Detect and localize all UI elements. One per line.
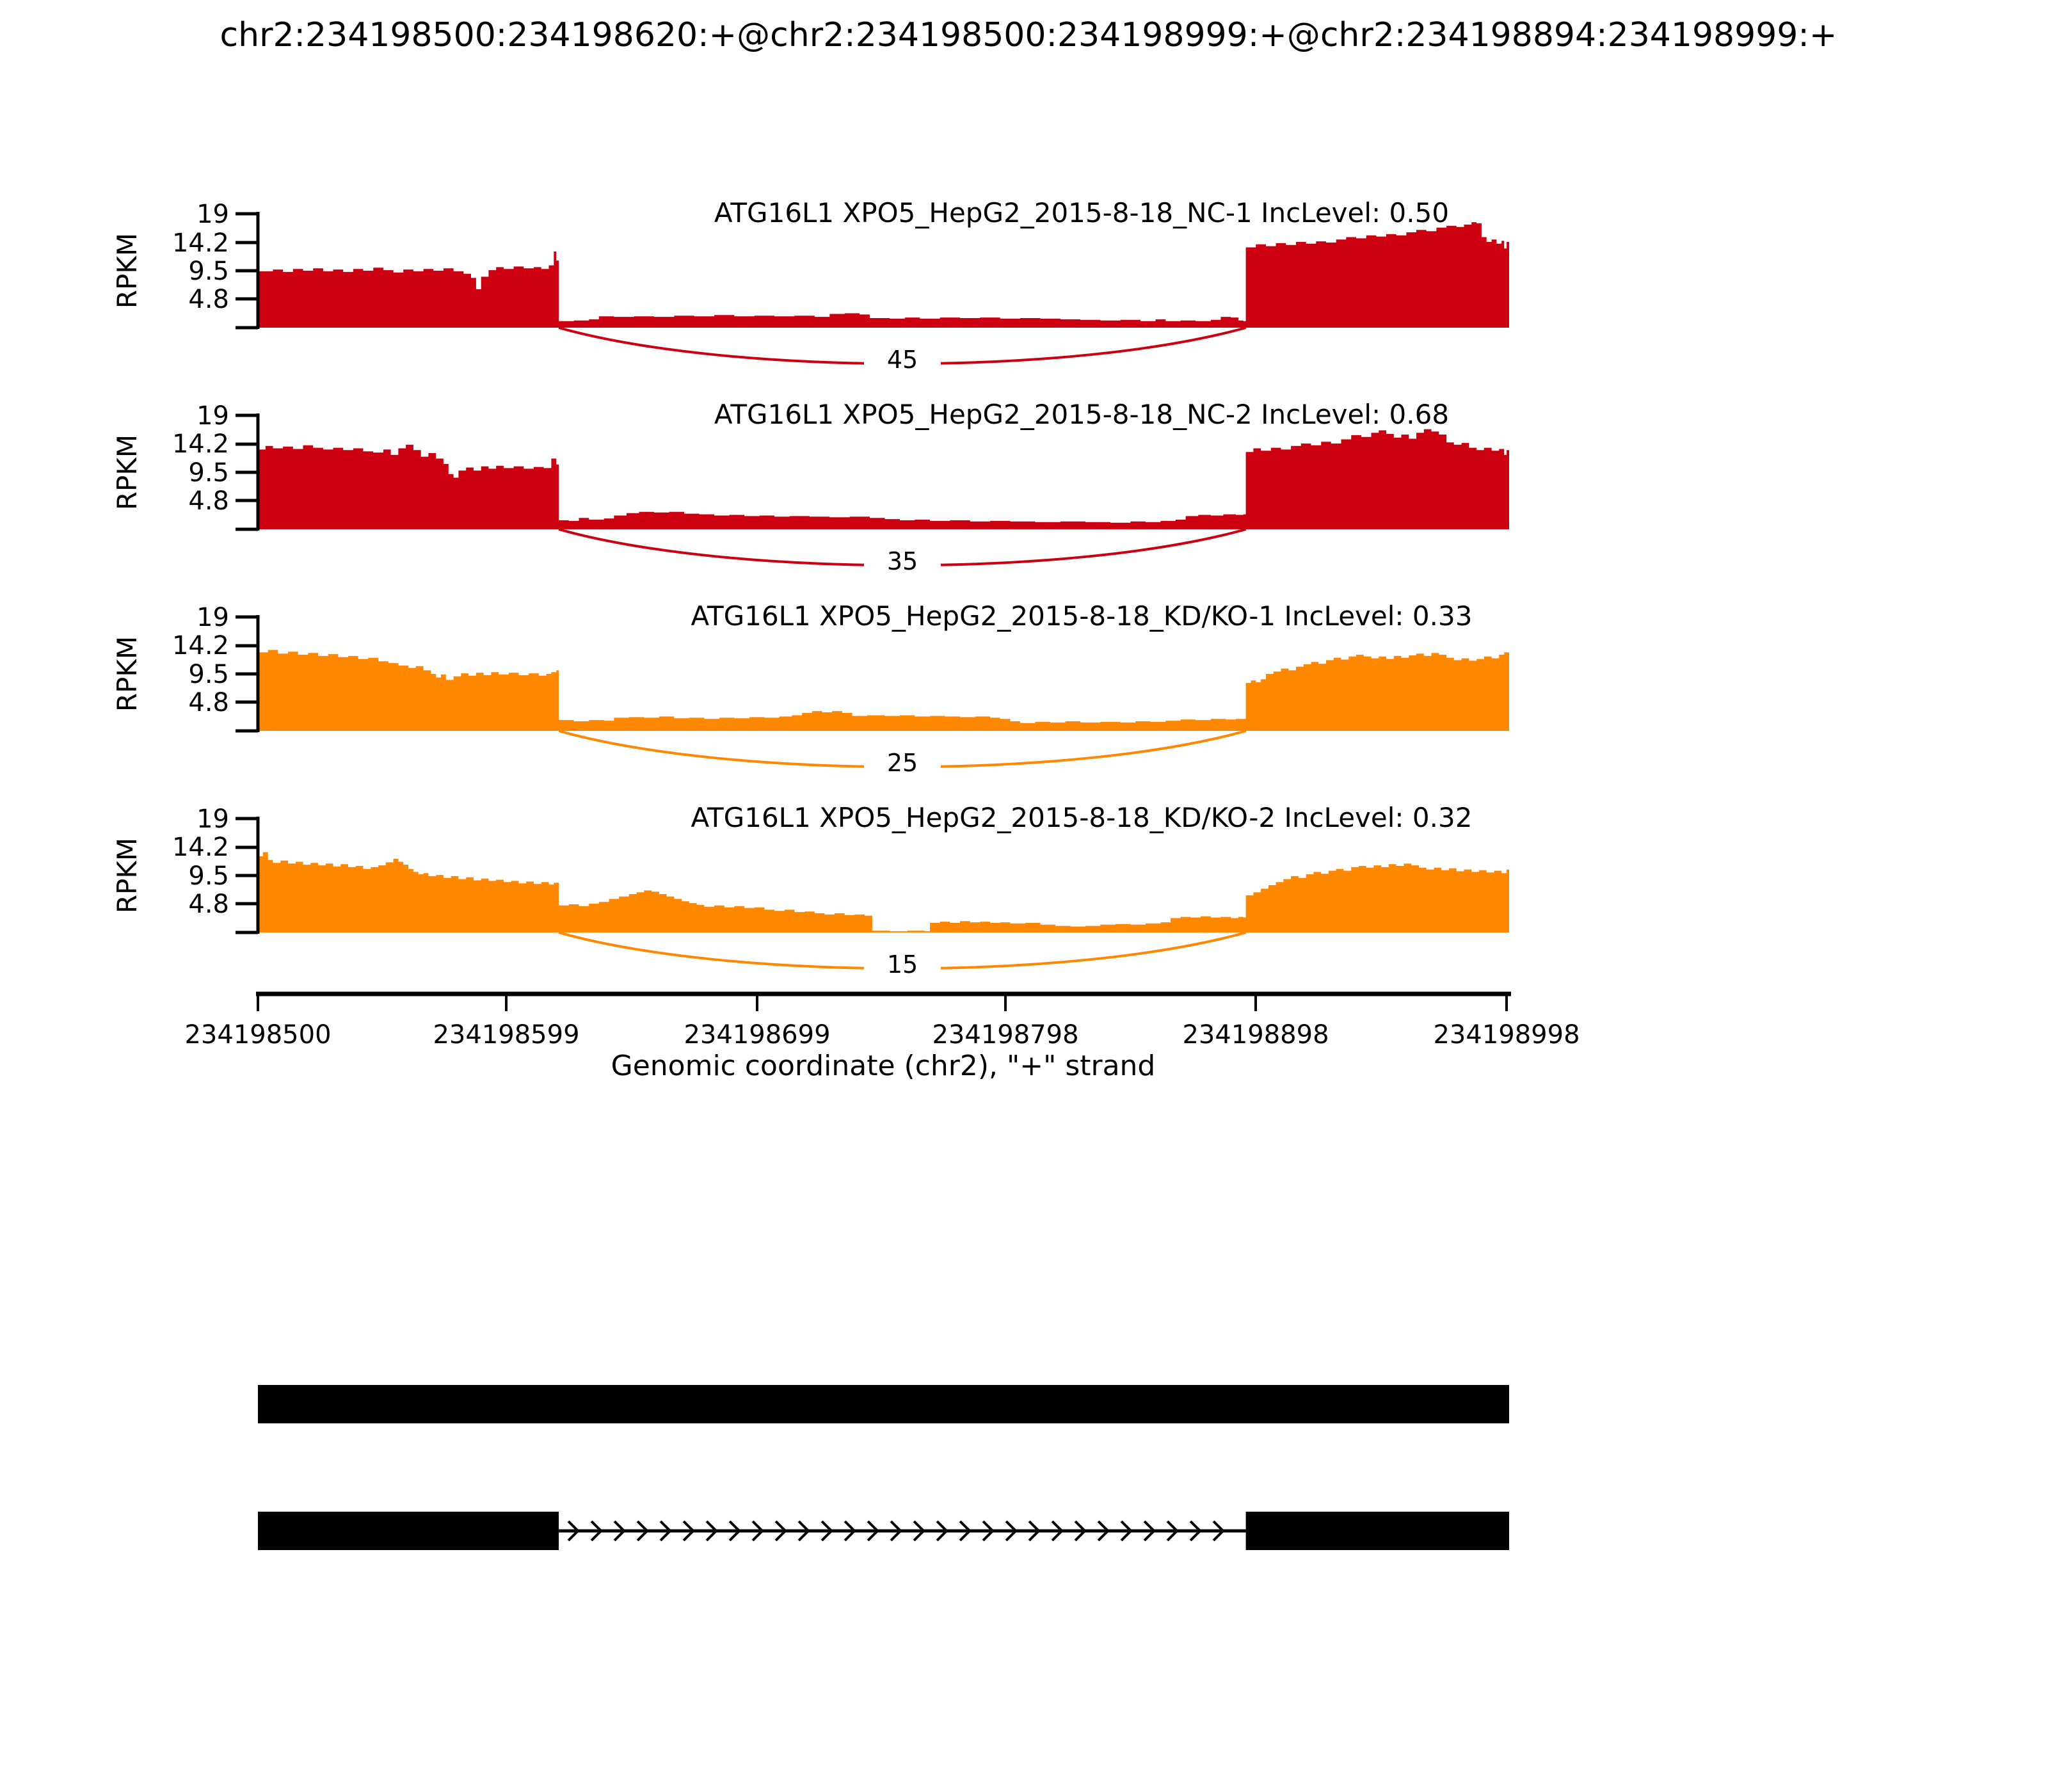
junction-count-bg xyxy=(864,952,941,980)
junction-count-bg xyxy=(864,347,941,375)
inclusion-isoform-exon xyxy=(258,1385,1509,1423)
y-tick-label: 19 xyxy=(196,200,229,229)
track-title: ATG16L1 XPO5_HepG2_2015-8-18_KD/KO-1 Inc… xyxy=(691,600,1473,632)
x-tick-label: 234198599 xyxy=(433,1020,579,1050)
track-nc-1: 45 19 14.2 9.5 4.8 RPKM ATG16L1 XPO5_Hep… xyxy=(111,197,1509,375)
y-tick-label: 4.8 xyxy=(188,688,229,717)
junction-count-bg xyxy=(864,750,941,778)
y-axis-title: RPKM xyxy=(111,636,143,712)
y-axis-title: RPKM xyxy=(111,435,143,510)
junction-count-label: 25 xyxy=(887,749,918,777)
page-title: chr2:234198500:234198620:+@chr2:23419850… xyxy=(220,16,1837,54)
y-tick-label: 9.5 xyxy=(188,660,229,689)
skipping-isoform-exon-right xyxy=(1245,1512,1509,1550)
track-kdko-2: 15 19 14.2 9.5 4.8 RPKM ATG16L1 XPO5_Hep… xyxy=(111,802,1509,980)
y-tick-label: 9.5 xyxy=(188,458,229,488)
y-tick-label: 19 xyxy=(196,804,229,834)
skipping-isoform-exon-left xyxy=(258,1512,559,1550)
y-tick-label: 9.5 xyxy=(188,861,229,891)
y-tick-label: 4.8 xyxy=(188,890,229,919)
y-tick-label: 14.2 xyxy=(172,429,229,459)
y-axis-title: RPKM xyxy=(111,233,143,308)
coverage-area xyxy=(258,852,1509,932)
junction-count-label: 15 xyxy=(887,950,918,979)
y-tick-label: 14.2 xyxy=(172,228,229,258)
coverage-area xyxy=(258,650,1509,731)
y-tick-label: 14.2 xyxy=(172,631,229,660)
y-axis-title: RPKM xyxy=(111,838,143,913)
y-tick-label: 19 xyxy=(196,603,229,632)
intron-strand-arrows xyxy=(567,1520,1225,1542)
track-kdko-1: 25 19 14.2 9.5 4.8 RPKM ATG16L1 XPO5_Hep… xyxy=(111,600,1509,778)
junction-count-label: 45 xyxy=(887,346,918,374)
track-title: ATG16L1 XPO5_HepG2_2015-8-18_NC-1 IncLev… xyxy=(714,197,1449,228)
junction-count-bg xyxy=(864,548,941,577)
track-title: ATG16L1 XPO5_HepG2_2015-8-18_KD/KO-2 Inc… xyxy=(691,802,1473,833)
y-tick-label: 4.8 xyxy=(188,285,229,314)
x-axis: 234198500 234198599 234198699 234198798 … xyxy=(184,991,1580,1082)
x-tick-label: 234198500 xyxy=(184,1020,331,1050)
y-tick-label: 19 xyxy=(196,401,229,431)
x-tick-label: 234198998 xyxy=(1433,1020,1580,1050)
gene-model xyxy=(258,1385,1509,1550)
x-tick-label: 234198898 xyxy=(1182,1020,1329,1050)
y-tick-label: 4.8 xyxy=(188,486,229,516)
x-axis-title: Genomic coordinate (chr2), "+" strand xyxy=(611,1050,1156,1082)
x-tick-label: 234198699 xyxy=(684,1020,830,1050)
junction-count-label: 35 xyxy=(887,547,918,575)
track-title: ATG16L1 XPO5_HepG2_2015-8-18_NC-2 IncLev… xyxy=(714,399,1449,430)
y-tick-label: 14.2 xyxy=(172,833,229,862)
x-tick-label: 234198798 xyxy=(932,1020,1078,1050)
track-nc-2: 35 19 14.2 9.5 4.8 RPKM ATG16L1 XPO5_Hep… xyxy=(111,399,1509,577)
coverage-area xyxy=(258,429,1509,529)
y-tick-label: 9.5 xyxy=(188,257,229,286)
coverage-area xyxy=(258,222,1509,328)
